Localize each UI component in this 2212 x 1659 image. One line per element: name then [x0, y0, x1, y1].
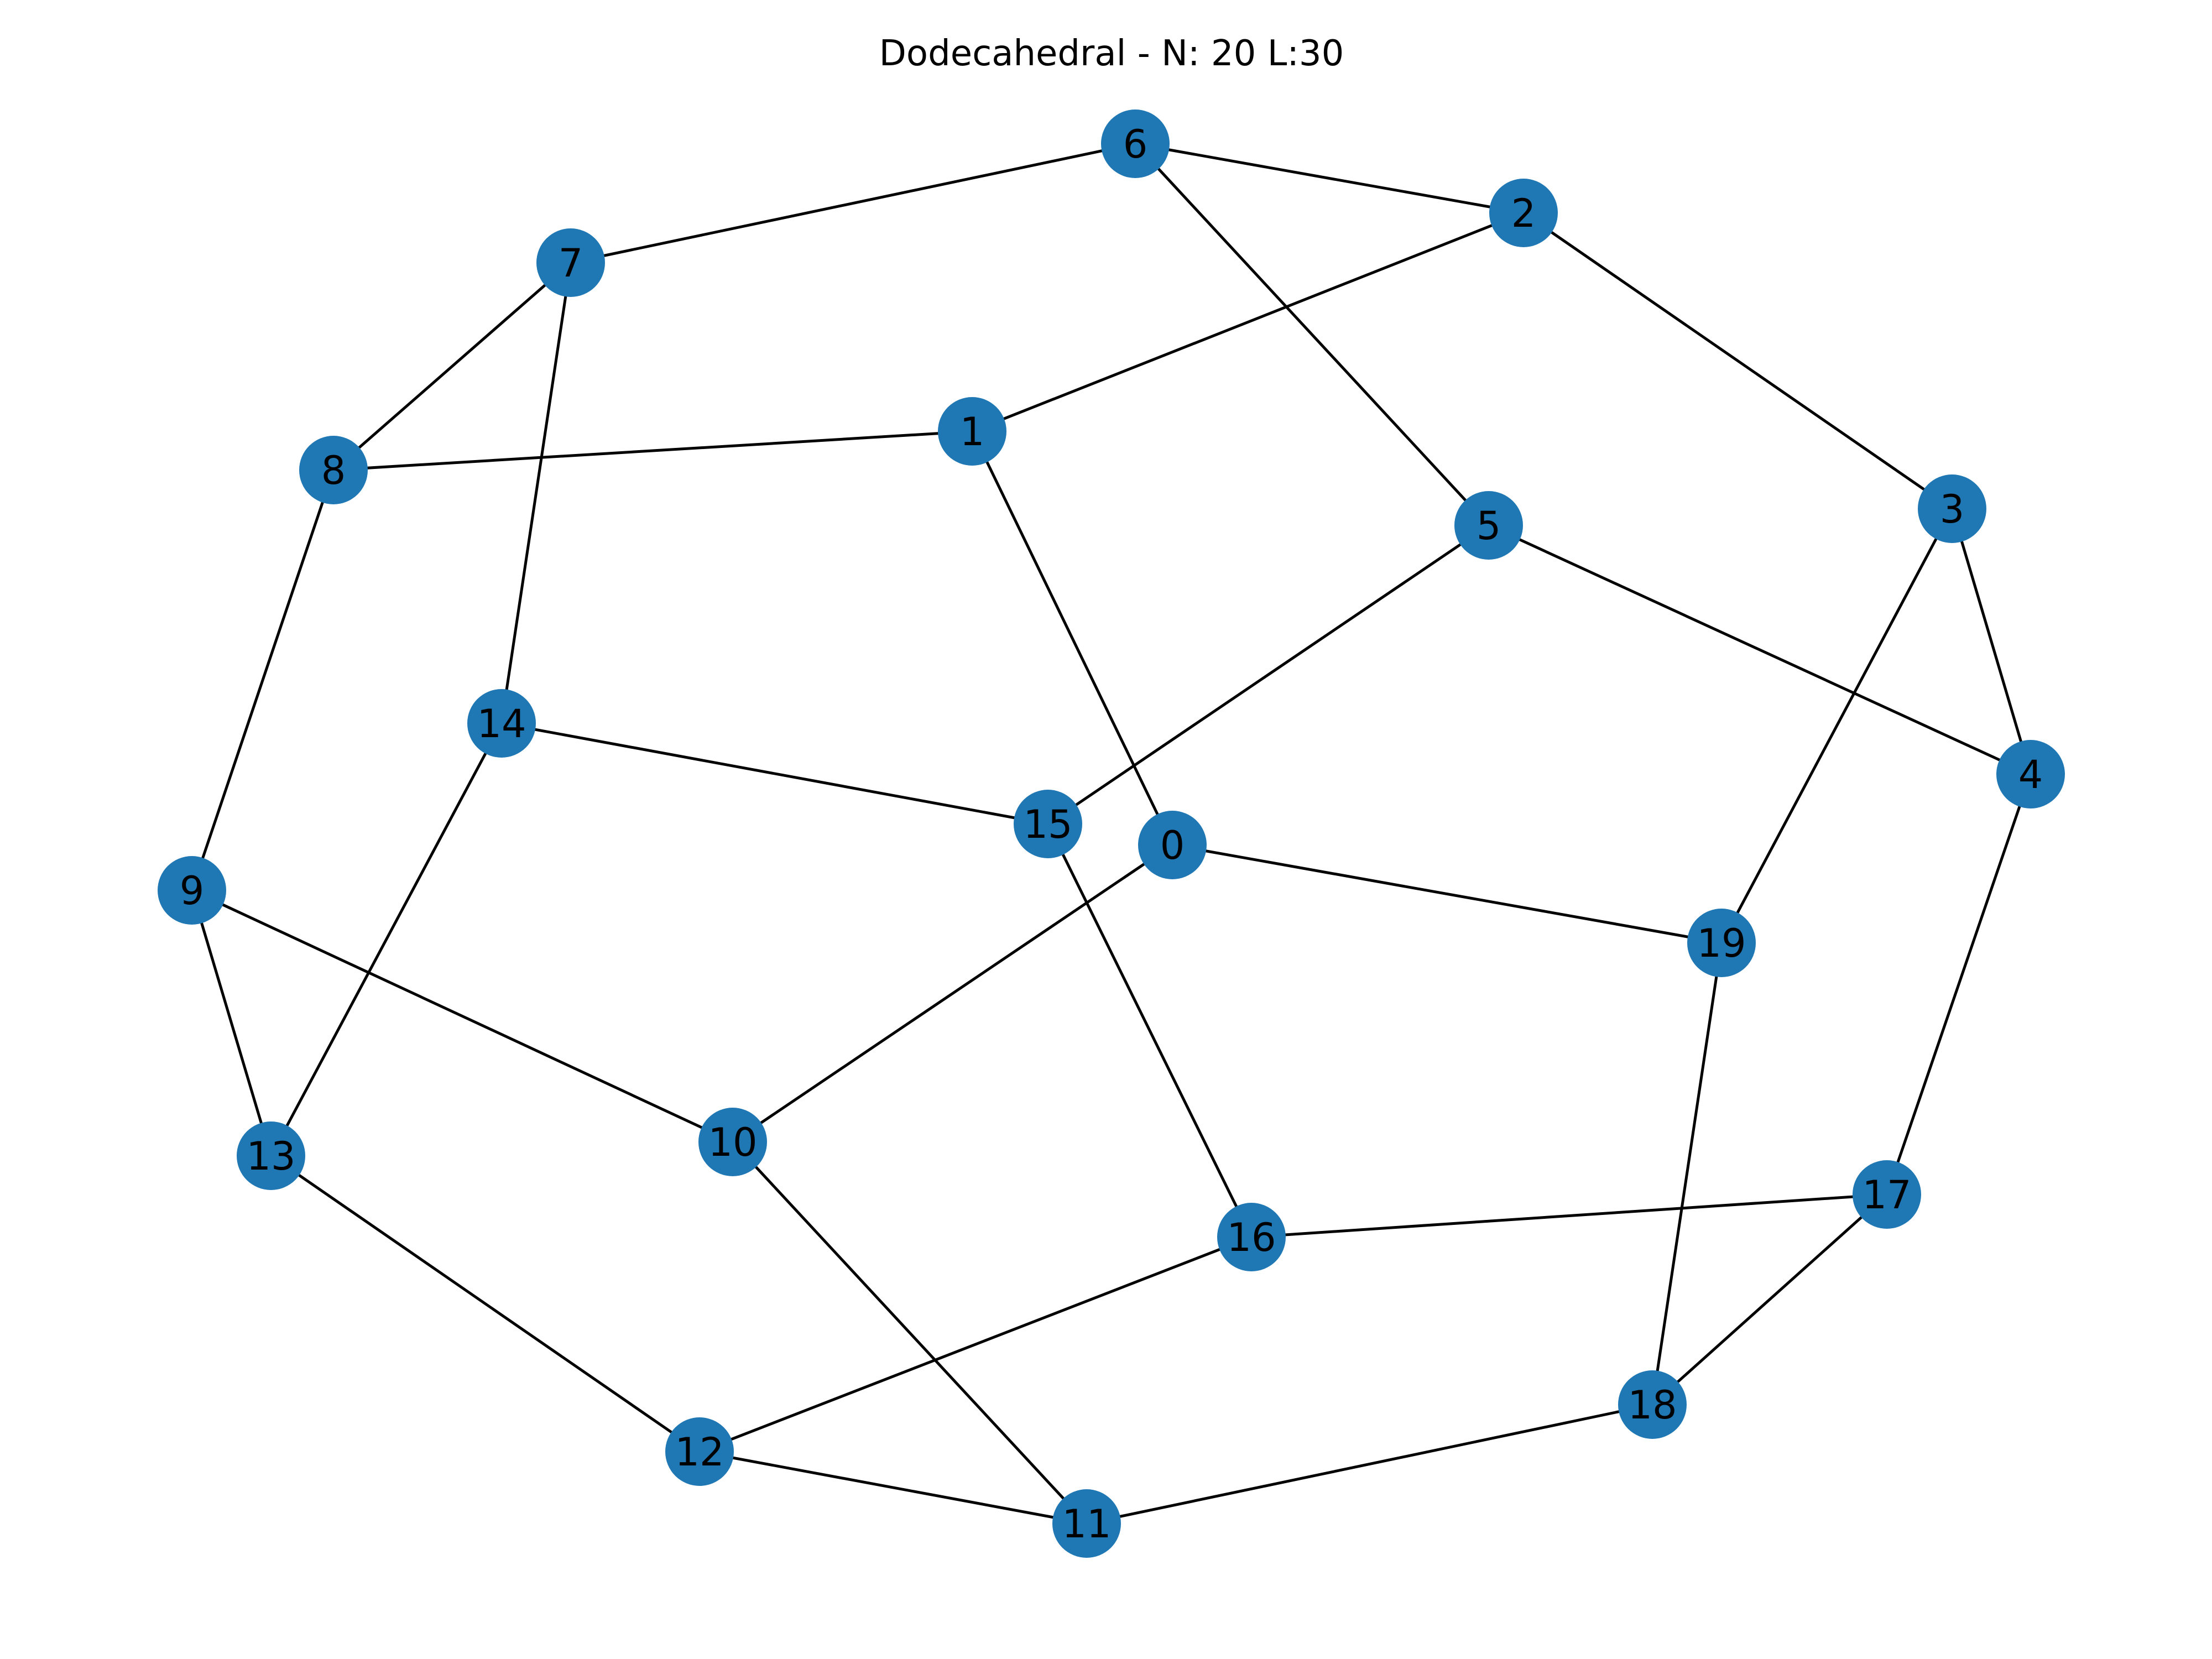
edge-13-12 — [270, 1154, 701, 1453]
node-label: 9 — [180, 868, 205, 914]
edge-14-15 — [501, 722, 1048, 826]
edge-17-18 — [1651, 1193, 1888, 1406]
edge-6-2 — [1135, 142, 1524, 215]
edge-8-1 — [333, 430, 973, 472]
node-9: 9 — [158, 856, 226, 925]
node-label: 18 — [1627, 1383, 1677, 1428]
edge-1-0 — [971, 430, 1174, 846]
node-circle — [1918, 474, 1986, 543]
edge-0-10 — [732, 843, 1173, 1144]
node-13: 13 — [237, 1121, 305, 1190]
node-circle — [1014, 790, 1082, 858]
node-0: 0 — [1138, 811, 1207, 879]
node-11: 11 — [1052, 1489, 1121, 1558]
node-17: 17 — [1853, 1160, 1921, 1229]
edge-5-4 — [1488, 524, 2032, 776]
edge-7-14 — [500, 262, 572, 724]
node-circle — [698, 1108, 767, 1176]
edge-16-17 — [1251, 1193, 1887, 1239]
edge-6-7 — [570, 142, 1136, 264]
node-label: 6 — [1123, 122, 1148, 167]
node-circle — [158, 856, 226, 925]
node-3: 3 — [1918, 474, 1986, 543]
node-circle — [536, 228, 605, 297]
edge-0-19 — [1172, 843, 1722, 945]
node-label: 5 — [1477, 503, 1501, 549]
edge-16-12 — [699, 1235, 1252, 1453]
node-circle — [237, 1121, 305, 1190]
edge-5-15 — [1047, 524, 1490, 826]
node-14: 14 — [467, 689, 536, 758]
edge-3-19 — [1720, 508, 1954, 944]
node-12: 12 — [665, 1417, 734, 1486]
edge-9-10 — [191, 889, 734, 1144]
node-circle — [1996, 740, 2065, 808]
node-circle — [1853, 1160, 1921, 1229]
node-15: 15 — [1014, 790, 1082, 858]
node-label: 12 — [675, 1430, 724, 1475]
node-circle — [467, 689, 536, 758]
node-7: 7 — [536, 228, 605, 297]
edge-2-3 — [1522, 211, 1953, 510]
node-19: 19 — [1687, 909, 1756, 977]
edge-8-9 — [190, 469, 335, 891]
diagram-title: Dodecahedral - N: 20 L:30 — [879, 33, 1344, 74]
node-label: 0 — [1160, 823, 1185, 868]
node-8: 8 — [299, 436, 368, 504]
node-label: 17 — [1862, 1172, 1911, 1218]
node-label: 4 — [2018, 752, 2043, 797]
node-circle — [1618, 1370, 1687, 1439]
node-circle — [1489, 179, 1558, 247]
node-1: 1 — [938, 397, 1006, 466]
node-label: 7 — [559, 241, 583, 286]
node-label: 3 — [1940, 487, 1965, 532]
node-2: 2 — [1489, 179, 1558, 247]
edge-10-11 — [732, 1141, 1088, 1525]
node-circle — [665, 1417, 734, 1486]
node-label: 15 — [1023, 802, 1072, 847]
node-label: 19 — [1697, 921, 1746, 966]
edge-layer — [190, 142, 2032, 1525]
node-circle — [1052, 1489, 1121, 1558]
node-circle — [1454, 491, 1523, 560]
node-label: 10 — [708, 1120, 757, 1165]
node-circle — [299, 436, 368, 504]
edge-18-11 — [1086, 1403, 1653, 1525]
edge-9-13 — [190, 890, 273, 1156]
node-label: 8 — [321, 448, 346, 493]
node-6: 6 — [1101, 109, 1170, 178]
node-circle — [1101, 109, 1170, 178]
edge-12-11 — [699, 1450, 1087, 1525]
edge-7-8 — [332, 262, 572, 471]
node-label: 2 — [1511, 191, 1536, 236]
node-4: 4 — [1996, 740, 2065, 808]
node-18: 18 — [1618, 1370, 1687, 1439]
node-label: 14 — [477, 701, 526, 747]
node-10: 10 — [698, 1108, 767, 1176]
node-16: 16 — [1217, 1203, 1286, 1271]
node-circle — [1217, 1203, 1286, 1271]
edge-3-4 — [1950, 508, 2032, 775]
node-circle — [1687, 909, 1756, 977]
node-label: 16 — [1227, 1215, 1276, 1260]
node-5: 5 — [1454, 491, 1523, 560]
node-label: 1 — [960, 409, 985, 455]
edge-19-18 — [1651, 942, 1723, 1405]
edge-4-17 — [1885, 774, 2032, 1195]
edge-15-16 — [1046, 823, 1253, 1238]
node-label: 13 — [246, 1134, 295, 1179]
node-label: 11 — [1062, 1501, 1111, 1547]
edge-2-1 — [972, 211, 1524, 433]
edge-14-13 — [269, 722, 503, 1157]
node-circle — [1138, 811, 1207, 879]
node-circle — [938, 397, 1006, 466]
edge-6-5 — [1134, 143, 1490, 526]
